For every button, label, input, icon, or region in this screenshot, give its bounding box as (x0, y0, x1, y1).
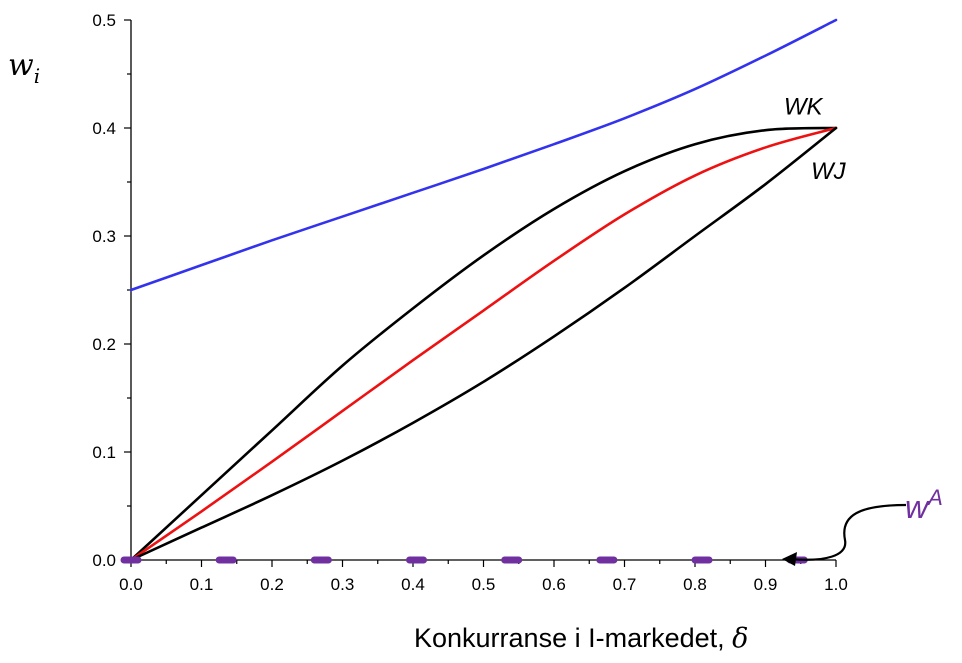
x-tick-label: 1.0 (824, 575, 848, 594)
wa-arrow (789, 503, 907, 561)
series-line-0 (129, 18, 838, 292)
x-tick-label: 0.7 (613, 575, 637, 594)
wa-annotation: wA (782, 485, 943, 566)
wa-label-main: w (905, 489, 930, 525)
x-tick-label: 0.3 (331, 575, 355, 594)
x-tick-label: 0.6 (542, 575, 566, 594)
x-tick-label: 0.8 (683, 575, 707, 594)
series-group (129, 18, 838, 562)
y-tick-label: 0.5 (92, 11, 116, 30)
series-line-wj (129, 126, 838, 562)
x-axis-label-symbol: δ (732, 623, 748, 654)
y-tick-label: 0.4 (92, 119, 116, 138)
y-axis-label-subscript: i (34, 64, 40, 88)
curve-label-wk: WK (784, 93, 824, 120)
series-line-wk (129, 126, 838, 562)
wa-label-superscript: A (926, 485, 943, 510)
x-tick-label: 0.1 (190, 575, 214, 594)
y-tick-label: 0.0 (92, 551, 116, 570)
x-tick-label: 0.9 (754, 575, 778, 594)
y-tick-label: 0.2 (92, 335, 116, 354)
axes (130, 20, 836, 561)
curve-label-wj: WJ (811, 158, 847, 185)
y-tick-label: 0.1 (92, 443, 116, 462)
x-tick-label: 0.2 (260, 575, 284, 594)
wa-arrowhead (782, 552, 797, 566)
x-tick-label: 0.5 (472, 575, 496, 594)
series-line-2 (129, 126, 838, 562)
x-axis-label-text: Konkurranse i I-markedet, (414, 623, 732, 653)
x-axis-label: Konkurranse i I-markedet, δ (414, 623, 748, 654)
ticks: 0.0 0.1 0.2 0.3 0.4 0.5 0.6 0.7 0.8 0.9 1.0 0.0 0.1 0… (92, 11, 847, 594)
x-tick-label: 0.4 (401, 575, 425, 594)
x-tick-label: 0.0 (119, 575, 143, 594)
wa-label: wA (905, 485, 943, 525)
y-axis-label-main: w (8, 48, 34, 83)
y-axis-label: wi (8, 48, 40, 88)
y-tick-label: 0.3 (92, 227, 116, 246)
